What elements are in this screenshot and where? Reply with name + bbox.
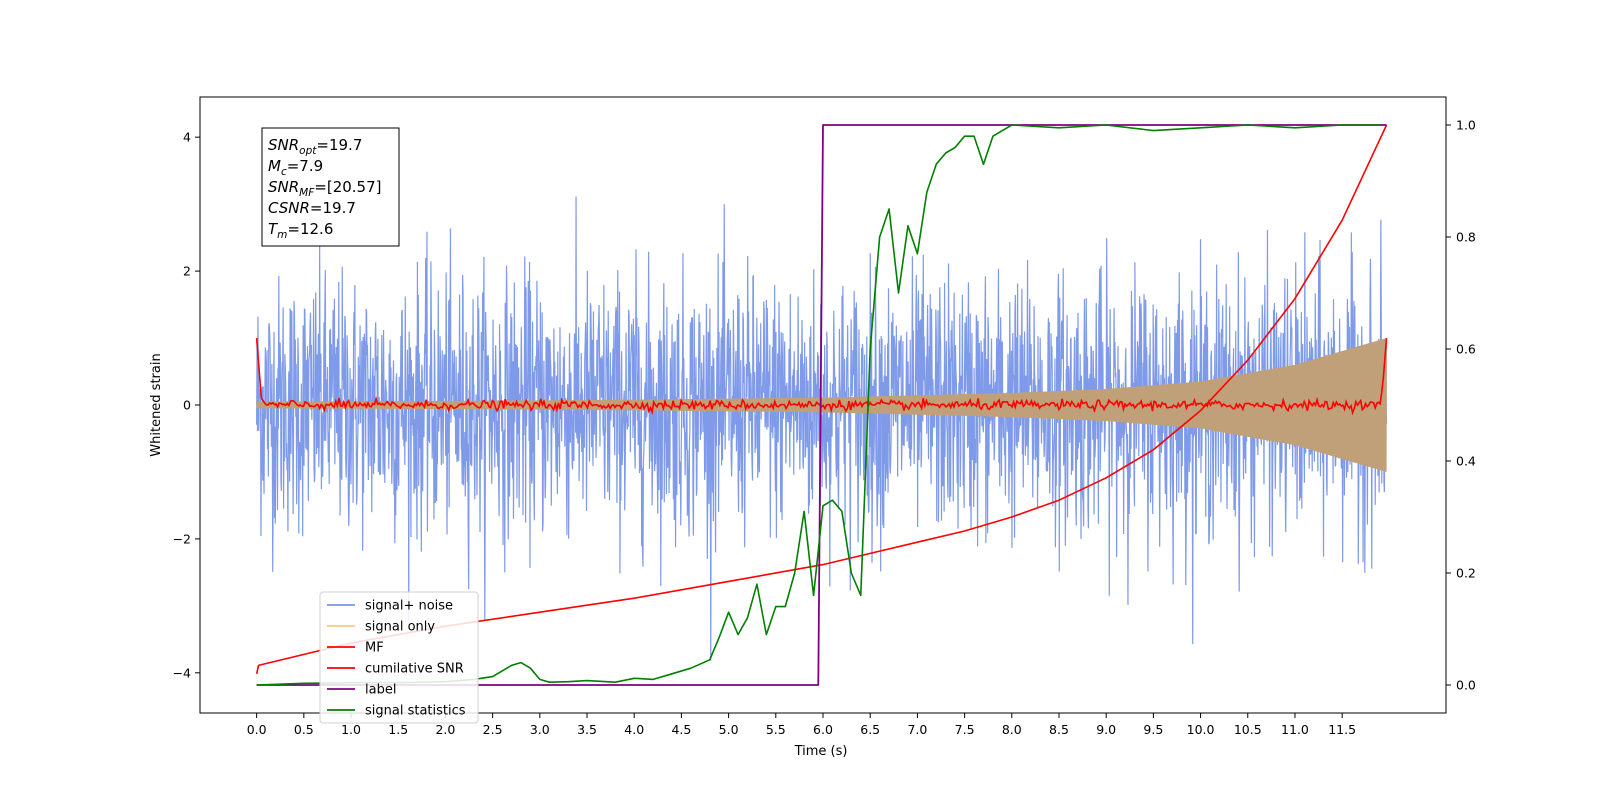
y-right-tick-label: 0.0: [1456, 678, 1476, 693]
y-right-tick-label: 0.4: [1456, 454, 1476, 469]
x-tick-label: 5.0: [719, 722, 739, 737]
x-tick-label: 6.0: [813, 722, 833, 737]
x-tick-label: 11.0: [1281, 722, 1309, 737]
x-tick-label: 4.5: [671, 722, 691, 737]
x-axis-label: Time (s): [794, 744, 848, 759]
y-left-tick-label: −2: [173, 531, 191, 546]
x-tick-label: 0.0: [247, 722, 267, 737]
x-tick-label: 10.5: [1234, 722, 1262, 737]
annotation-line: SNRopt=19.7: [268, 136, 362, 157]
annotation-line: Mc=7.9: [268, 157, 323, 178]
legend-label: signal+ noise: [365, 599, 453, 614]
legend-label: signal only: [365, 620, 435, 635]
y-axis-right: 0.0 0.2 0.4 0.6 0.8 1.0: [1446, 118, 1476, 693]
legend: signal+ noise signal only MF cumilative SNR…: [319, 591, 479, 724]
x-tick-label: 7.0: [907, 722, 927, 737]
x-tick-label: 11.5: [1328, 722, 1356, 737]
series-mf: [255, 337, 1388, 416]
x-tick-label: 5.5: [766, 722, 786, 737]
annotation-frame: [261, 127, 400, 247]
legend-label: MF: [365, 641, 384, 656]
y-right-tick-label: 0.8: [1456, 230, 1476, 245]
x-tick-label: 7.5: [955, 722, 975, 737]
y-right-tick-label: 0.6: [1456, 342, 1476, 357]
annotation-line: CSNR=19.7: [268, 199, 356, 217]
series-signal-statistics: [256, 124, 1380, 686]
x-tick-label: 4.0: [624, 722, 644, 737]
y-left-tick-label: 4: [183, 130, 191, 145]
x-tick-label: 2.5: [483, 722, 503, 737]
x-tick-label: 3.5: [577, 722, 597, 737]
y-right-tick-label: 1.0: [1456, 118, 1476, 133]
annotation-line: SNRMF=[20.57]: [268, 178, 382, 199]
x-axis: 0.0 0.5 1.0 1.5 2.0 2.5 3.0 3.5 4.0 4.5 5.0 5.5 6.0 6…: [247, 713, 1356, 737]
x-tick-label: 8.0: [1002, 722, 1022, 737]
x-tick-label: 2.0: [435, 722, 455, 737]
y-axis-left: −4 −2 0 2 4: [173, 130, 200, 680]
legend-label: signal statistics: [365, 704, 466, 719]
x-tick-label: 8.5: [1049, 722, 1069, 737]
x-tick-label: 3.0: [530, 722, 550, 737]
x-tick-label: 9.5: [1143, 722, 1163, 737]
legend-frame: [319, 591, 479, 724]
x-tick-label: 6.5: [860, 722, 880, 737]
y-left-tick-label: −4: [173, 665, 191, 680]
legend-label: cumilative SNR: [365, 662, 464, 677]
y-left-tick-label: 0: [183, 398, 191, 413]
x-tick-label: 0.5: [294, 722, 314, 737]
annotation-line: Tm=12.6: [268, 220, 333, 241]
x-tick-label: 10.0: [1187, 722, 1215, 737]
x-tick-label: 1.0: [341, 722, 361, 737]
y-right-tick-label: 0.2: [1456, 566, 1476, 581]
legend-label: label: [365, 683, 396, 698]
y-left-tick-label: 2: [183, 264, 191, 279]
x-tick-label: 9.0: [1096, 722, 1116, 737]
y-axis-label-left: Whitened strain: [149, 353, 164, 456]
x-tick-label: 1.5: [388, 722, 408, 737]
